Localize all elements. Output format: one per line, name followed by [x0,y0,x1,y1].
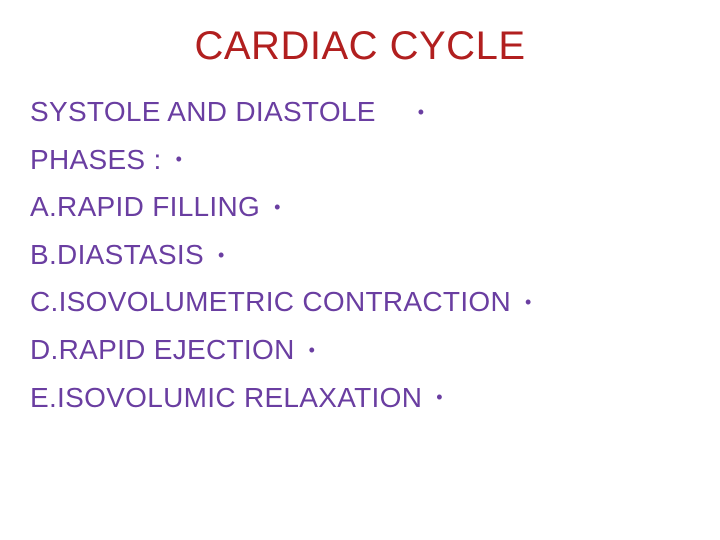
content-line: B.DIASTASIS • [30,238,690,272]
bullet-icon: • [309,341,316,359]
bullet-icon: • [525,293,532,311]
content-line: C.ISOVOLUMETRIC CONTRACTION • [30,285,690,319]
content-line: PHASES : • [30,143,690,177]
content-line: D.RAPID EJECTION • [30,333,690,367]
line-text: C.ISOVOLUMETRIC CONTRACTION [30,285,511,319]
line-text: D.RAPID EJECTION [30,333,295,367]
content-line: SYSTOLE AND DIASTOLE • [30,95,690,129]
line-text: PHASES : [30,143,162,177]
content-line: E.ISOVOLUMIC RELAXATION • [30,381,690,415]
bullet-icon: • [176,150,183,168]
slide: CARDIAC CYCLE SYSTOLE AND DIASTOLE•PHASE… [0,0,720,540]
line-text: A.RAPID FILLING [30,190,260,224]
slide-title: CARDIAC CYCLE [30,24,690,69]
bullet-icon: • [418,103,425,121]
content-line: A.RAPID FILLING • [30,190,690,224]
bullet-icon: • [436,388,443,406]
line-text: E.ISOVOLUMIC RELAXATION [30,381,422,415]
bullet-icon: • [274,198,281,216]
line-text: SYSTOLE AND DIASTOLE [30,95,376,129]
slide-content: SYSTOLE AND DIASTOLE•PHASES :•A.RAPID FI… [30,95,690,414]
line-text: B.DIASTASIS [30,238,204,272]
bullet-icon: • [218,246,225,264]
